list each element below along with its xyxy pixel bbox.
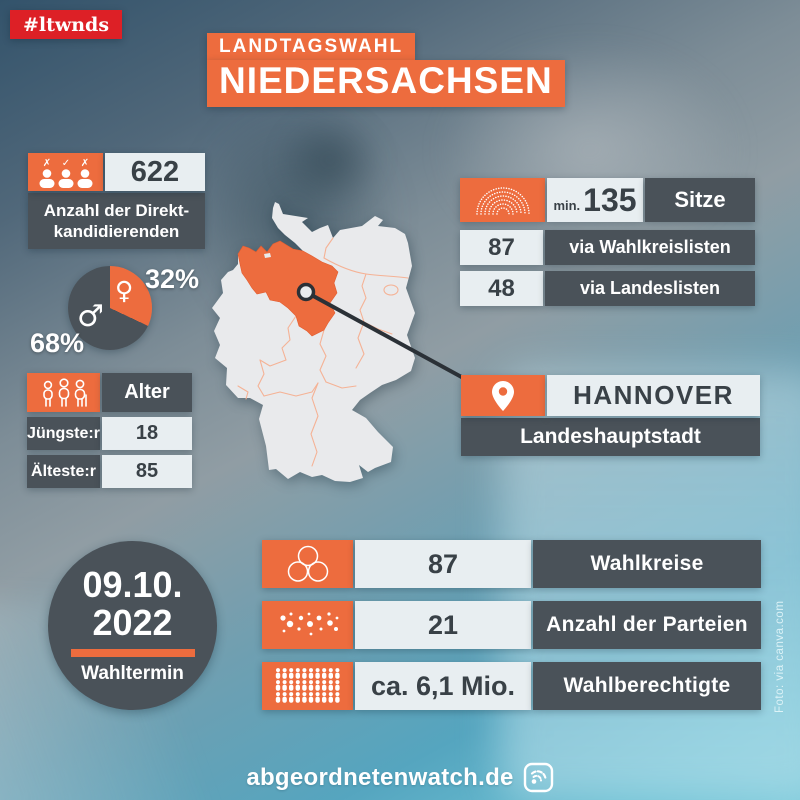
- candidates-value: 622: [105, 153, 205, 191]
- seats-row-state: 48 via Landeslisten: [460, 271, 755, 306]
- candidates-panel: ✗ ✓ ✗ 622 Anzahl der Direkt- kandidierende…: [28, 153, 205, 249]
- date-day: 09.10.: [82, 564, 183, 605]
- hashtag-badge: #ltwnds: [10, 10, 122, 39]
- seats-value: 135: [583, 181, 637, 218]
- capital-name: HANNOVER: [547, 375, 760, 416]
- fact-label: Wahlkreise: [533, 540, 761, 588]
- fact-row-voters: ca. 6,1 Mio. Wahlberechtigte: [262, 662, 761, 710]
- fact-value: 21: [355, 601, 531, 649]
- title-main: NIEDERSACHSEN: [207, 60, 565, 107]
- districts-icon: [287, 545, 328, 582]
- age-row-oldest: Älteste:r 85: [27, 455, 192, 488]
- logo-icon: [523, 762, 553, 793]
- photo-credit: Foto: via canva.com: [774, 600, 786, 713]
- candidates-label: Anzahl der Direkt- kandidierenden: [28, 193, 205, 249]
- female-icon: ♀: [115, 276, 134, 305]
- age-row-label: Jüngste:r: [27, 417, 100, 450]
- fact-row-districts: 87 Wahlkreise: [262, 540, 761, 588]
- candidates-icon-box: ✗ ✓ ✗: [28, 153, 103, 191]
- age-header: Alter: [102, 373, 192, 412]
- age-table: Alter Jüngste:r 18 Älteste:r 85: [27, 373, 192, 493]
- fact-label: Wahlberechtigte: [533, 662, 761, 710]
- seats-row-value: 87: [460, 230, 543, 265]
- age-row-youngest: Jüngste:r 18: [27, 417, 192, 450]
- pin-icon-box: [461, 375, 545, 416]
- seats-min-label: min.: [553, 197, 581, 213]
- capital-panel: HANNOVER Landeshauptstadt: [461, 375, 760, 456]
- voters-icon-box: [262, 662, 353, 710]
- date-year: 2022: [92, 602, 173, 643]
- female-percentage: 32%: [145, 264, 200, 294]
- fact-row-parties: 21 Anzahl der Parteien: [262, 601, 761, 649]
- fact-value: 87: [355, 540, 531, 588]
- title-kicker: LANDTAGSWAHL: [207, 33, 416, 60]
- site-name: abgeordnetenwatch.de: [246, 763, 514, 791]
- seats-icon-box: [460, 178, 545, 222]
- germany-map: [212, 202, 415, 482]
- parties-icon-box: [262, 601, 353, 649]
- footer: abgeordnetenwatch.de: [0, 762, 800, 793]
- voters-icon: [275, 668, 340, 703]
- seats-row-label: via Wahlkreislisten: [545, 230, 755, 265]
- districts-icon-box: [262, 540, 353, 588]
- hashtag-label: #ltwnds: [22, 13, 110, 36]
- age-icon-box: [27, 373, 100, 412]
- age-row-value: 18: [102, 417, 192, 450]
- seats-row-district: 87 via Wahlkreislisten: [460, 230, 755, 265]
- seats-row-label: via Landeslisten: [545, 271, 755, 306]
- candidates-icon: ✗ ✓ ✗: [39, 158, 92, 188]
- age-row-label: Älteste:r: [27, 455, 100, 488]
- facts-panel: 87 Wahlkreise 21 Anzahl der Parteien: [262, 540, 761, 723]
- gender-pie: ♀ ♂: [68, 266, 152, 350]
- male-icon: ♂: [77, 299, 104, 334]
- seats-icon: [475, 186, 530, 215]
- svg-text:✗: ✗: [80, 158, 88, 169]
- capital-label: Landeshauptstadt: [461, 418, 760, 456]
- svg-text:✓: ✓: [61, 158, 69, 169]
- fact-label: Anzahl der Parteien: [533, 601, 761, 649]
- election-date-circle: 09.10. 2022 Wahltermin: [48, 541, 217, 710]
- seats-panel: min. 135 Sitze 87 via Wahlkreislisten 48…: [460, 178, 755, 312]
- parties-icon: [279, 612, 338, 636]
- seats-value-box: min. 135: [547, 178, 643, 222]
- seats-label: Sitze: [645, 178, 755, 222]
- date-divider: [70, 649, 195, 657]
- svg-text:✗: ✗: [42, 158, 50, 169]
- age-row-value: 85: [102, 455, 192, 488]
- date-label: Wahltermin: [81, 663, 184, 684]
- age-icon: [42, 378, 87, 407]
- pin-icon: [492, 380, 514, 411]
- fact-value: ca. 6,1 Mio.: [355, 662, 531, 710]
- bremen-region: [264, 253, 271, 258]
- male-percentage: 68%: [30, 328, 85, 358]
- seats-row-value: 48: [460, 271, 543, 306]
- page-title: LANDTAGSWAHL NIEDERSACHSEN: [207, 33, 565, 107]
